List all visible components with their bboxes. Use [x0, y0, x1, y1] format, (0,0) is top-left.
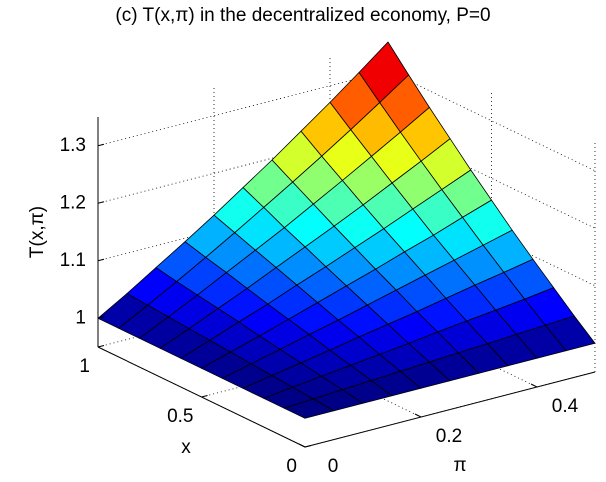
axes: 1 1.1 1.2 1.3 0 0.5 1 0 0.2 0.4 [60, 117, 596, 477]
y-axis-label: π [453, 455, 466, 476]
z-axis-label: T(x,π) [27, 206, 48, 258]
x-tick [97, 345, 105, 348]
x-axis-label: x [181, 437, 191, 458]
y-tick [414, 413, 422, 418]
x-tick-label: 1 [79, 356, 90, 377]
z-tick [97, 201, 105, 204]
surface [97, 41, 596, 419]
surface-patch [283, 398, 335, 419]
z-tick [97, 316, 105, 319]
z-tick-label: 1 [75, 307, 86, 328]
z-tick [97, 258, 105, 262]
y-tick-label: 0 [328, 456, 339, 477]
chart-title: (c) T(x,π) in the decentralized economy,… [115, 5, 490, 26]
x-tick-label: 0.5 [167, 406, 193, 427]
z-tick-label: 1.2 [60, 192, 86, 213]
x-tick-label: 0 [286, 456, 297, 477]
z-tick [97, 143, 105, 147]
z-tick-label: 1.1 [60, 250, 86, 271]
x-tick [201, 395, 208, 398]
x-tick [304, 445, 312, 448]
y-tick-label: 0.2 [436, 426, 462, 447]
y-tick [530, 383, 538, 388]
z-tick-label: 1.3 [60, 135, 86, 156]
y-tick [298, 443, 306, 448]
y-tick-label: 0.4 [552, 396, 579, 417]
y-axis-line [304, 371, 596, 448]
